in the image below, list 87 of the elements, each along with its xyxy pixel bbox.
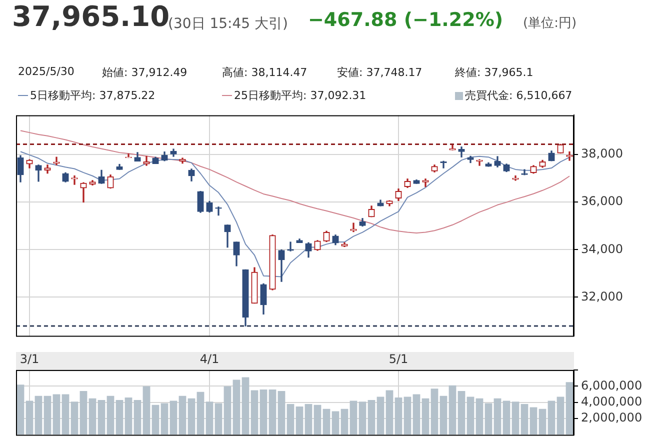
bar <box>26 400 34 435</box>
text: 安値: 37,748.17 <box>337 65 422 80</box>
bar <box>440 396 448 435</box>
y-tick-label: 6,000,000 <box>581 378 642 392</box>
bar <box>106 396 114 435</box>
bar <box>286 404 294 435</box>
bar <box>278 391 286 435</box>
bar <box>386 390 394 435</box>
bar <box>34 396 42 435</box>
bar <box>430 388 438 435</box>
bar <box>314 404 322 435</box>
bar <box>70 402 78 435</box>
legend-label: 5日移動平均: 37,875.22 <box>30 88 156 103</box>
bar <box>52 394 60 435</box>
bar <box>296 406 304 435</box>
bar <box>16 384 24 435</box>
bar <box>512 402 520 435</box>
y-tick-label: 32,000 <box>581 289 623 304</box>
x-tick-label: 4/1 <box>200 352 220 366</box>
text: 高値: 38,114.47 <box>222 65 308 80</box>
bar <box>116 400 124 435</box>
bar <box>538 408 546 435</box>
bar <box>448 385 456 435</box>
bar <box>224 386 232 435</box>
y-tick-label: 38,000 <box>581 146 623 161</box>
bar <box>458 391 466 435</box>
text: −467.88 (−1.22%) <box>308 9 504 31</box>
bar <box>466 396 474 435</box>
legend-label: 売買代金: 6,510,667 <box>465 88 572 103</box>
chart-subtitle: (30日 15:45 大引) <box>168 16 288 33</box>
bar <box>520 404 528 435</box>
bar <box>412 394 420 435</box>
candlestick <box>287 242 294 252</box>
bar <box>152 404 160 435</box>
bar <box>404 396 412 435</box>
bar <box>98 400 106 435</box>
bar <box>422 398 430 435</box>
bar <box>340 408 348 435</box>
bar <box>170 400 178 435</box>
bar <box>304 404 312 435</box>
x-tick-label: 3/1 <box>20 352 40 366</box>
bar <box>62 394 70 435</box>
bar <box>548 400 556 435</box>
bar <box>214 403 222 435</box>
bar <box>242 377 250 435</box>
bar <box>44 396 52 435</box>
bar <box>178 396 186 435</box>
bar <box>188 398 196 435</box>
y-tick-label: 34,000 <box>581 242 623 256</box>
bar <box>530 407 538 435</box>
bar <box>232 380 240 435</box>
candlestick <box>521 169 528 176</box>
bar <box>196 392 204 435</box>
bar <box>394 398 402 435</box>
bar <box>322 408 330 435</box>
legend-label: 25日移動平均: 37,092.31 <box>234 88 366 103</box>
text: 終値: 37,965.1 <box>455 65 534 80</box>
bar <box>80 391 88 435</box>
text: 2025/5/30 <box>18 65 74 78</box>
bar <box>494 398 502 435</box>
y-tick-label: 4,000,000 <box>581 394 642 409</box>
bar <box>206 402 214 435</box>
bar <box>350 400 358 435</box>
y-tick-label: 36,000 <box>581 194 623 208</box>
bar <box>142 386 150 435</box>
candlestick <box>80 182 87 203</box>
bar <box>476 398 484 435</box>
bar <box>502 400 510 435</box>
bar <box>358 402 366 435</box>
bar <box>88 398 96 435</box>
bar <box>260 389 268 435</box>
chart-title: 37,965.10 <box>12 0 170 33</box>
text: 始値: 37,912.49 <box>102 65 188 80</box>
bar <box>566 382 574 435</box>
bar <box>332 411 340 435</box>
bar <box>368 400 376 435</box>
bar <box>376 396 384 435</box>
bar <box>250 390 258 435</box>
bar <box>556 396 564 435</box>
bar <box>134 400 142 435</box>
y-tick-label: 2,000,000 <box>581 410 642 425</box>
text: (単位:円) <box>523 15 577 32</box>
bar <box>124 398 132 435</box>
x-tick-label: 5/1 <box>388 352 408 366</box>
bar <box>268 389 276 435</box>
bar <box>160 403 168 435</box>
bar <box>484 403 492 435</box>
